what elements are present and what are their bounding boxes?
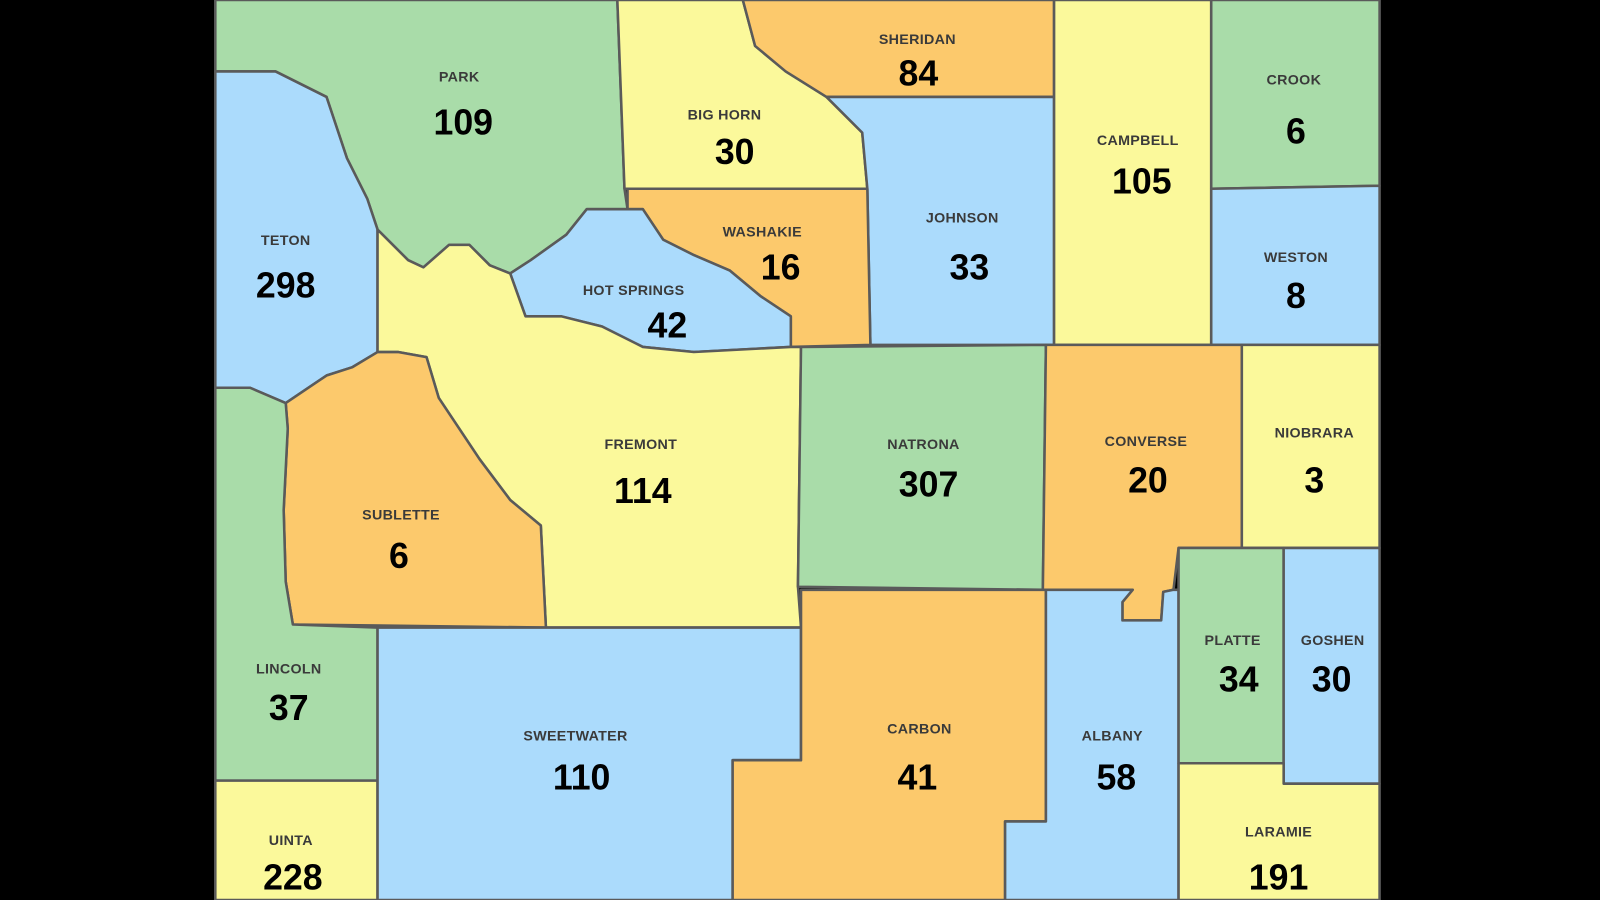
county-name: WESTON xyxy=(1264,250,1328,266)
county-value: 6 xyxy=(1286,112,1306,152)
county-value: 228 xyxy=(263,858,323,898)
county-value: 30 xyxy=(1312,660,1352,700)
county-value: 58 xyxy=(1096,758,1136,798)
county-value: 6 xyxy=(389,536,409,576)
county-name: CROOK xyxy=(1267,73,1322,89)
county-value: 37 xyxy=(269,688,309,728)
county-name: JOHNSON xyxy=(926,210,999,226)
county-name: GOSHEN xyxy=(1301,633,1365,649)
county-value: 16 xyxy=(761,247,801,287)
county-name: LARAMIE xyxy=(1245,825,1312,841)
county-value: 33 xyxy=(950,247,990,287)
county-value: 20 xyxy=(1128,461,1168,501)
county-name: CONVERSE xyxy=(1105,434,1188,450)
county-value: 3 xyxy=(1304,461,1324,501)
county-value: 105 xyxy=(1112,162,1172,202)
county-value: 42 xyxy=(647,306,687,346)
county-value: 41 xyxy=(897,758,937,798)
county-value: 110 xyxy=(553,758,611,798)
county-name: TETON xyxy=(261,233,311,249)
county-value: 191 xyxy=(1249,858,1309,898)
county-value: 109 xyxy=(433,102,493,142)
county xyxy=(1003,588,1180,900)
county xyxy=(1209,0,1381,191)
county-name: SUBLETTE xyxy=(362,507,440,523)
county-name: SHERIDAN xyxy=(879,32,956,48)
county-name: CAMPBELL xyxy=(1097,133,1179,149)
county-name: WASHAKIE xyxy=(723,225,802,241)
county-value: 8 xyxy=(1286,276,1306,316)
county-value: 307 xyxy=(899,465,959,505)
county-name: SWEETWATER xyxy=(523,729,628,745)
county-name: LINCOLN xyxy=(256,661,322,677)
county-name: PARK xyxy=(439,70,480,86)
county-name: HOT SPRINGS xyxy=(583,283,685,299)
county-name: NATRONA xyxy=(887,437,959,453)
county-map: PARK 109 TETON 298 BIG HORN 30 SHERIDAN 84 JOHNS… xyxy=(214,0,1381,900)
county-value: 114 xyxy=(614,471,672,511)
county-name: PLATTE xyxy=(1205,633,1261,649)
county-value: 298 xyxy=(256,266,316,306)
county xyxy=(1240,343,1381,550)
county xyxy=(1177,546,1285,765)
county-value: 84 xyxy=(899,53,939,93)
county-name: BIG HORN xyxy=(688,107,762,123)
county-name: FREMONT xyxy=(604,437,677,453)
county-name: NIOBRARA xyxy=(1275,426,1354,442)
county-value: 34 xyxy=(1219,660,1259,700)
county-name: ALBANY xyxy=(1082,729,1143,745)
county-name: CARBON xyxy=(887,722,951,738)
county-name: UINTA xyxy=(269,833,313,849)
county-value: 30 xyxy=(715,132,755,172)
